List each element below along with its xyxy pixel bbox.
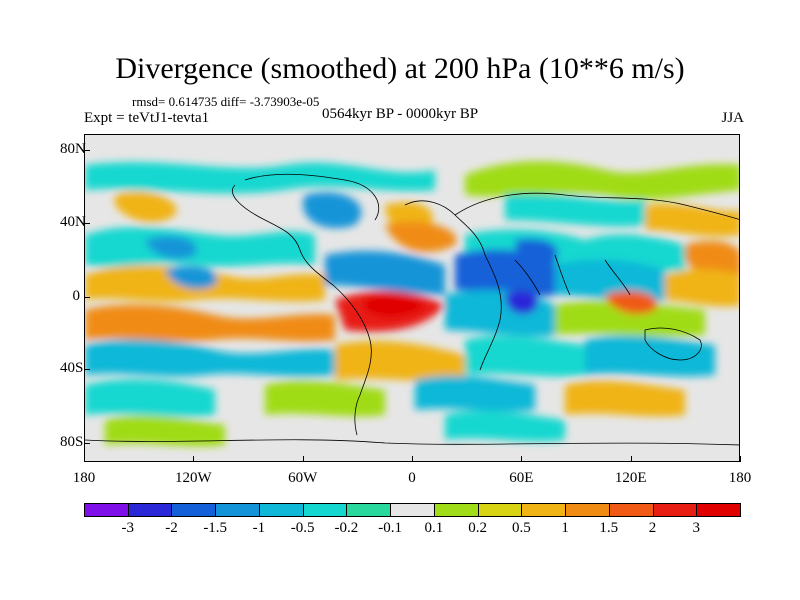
colorbar-box: [521, 503, 567, 517]
divergence-field: [85, 161, 739, 447]
colorbar: [84, 503, 742, 517]
colorbar-label: -0.5: [290, 520, 315, 536]
lon-label: 180: [728, 470, 752, 486]
colorbar-box: [127, 503, 173, 517]
lon-tick: [84, 456, 85, 462]
lat-tick: [84, 369, 90, 370]
colorbar-box: [215, 503, 260, 517]
colorbar-box: [302, 503, 348, 517]
colorbar-box: [433, 503, 479, 517]
season-label: JJA: [721, 110, 744, 126]
colorbar-box: [565, 503, 610, 517]
map-svg: [85, 135, 739, 461]
colorbar-label: -1: [252, 520, 266, 536]
lat-label: 40N: [60, 214, 86, 230]
lat-label: 80N: [60, 141, 86, 157]
lon-tick: [302, 456, 304, 462]
colorbar-box: [84, 503, 129, 517]
coastlines: [85, 173, 739, 446]
colorbar-box: [258, 503, 304, 517]
lon-tick: [412, 456, 413, 462]
lat-tick: [84, 297, 90, 298]
colorbar-label: -3: [121, 520, 134, 536]
lon-tick: [521, 456, 523, 462]
colorbar-label: 1.5: [599, 520, 619, 536]
colorbar-label: 0.1: [424, 520, 444, 536]
experiment-label: Expt = teVtJ1-tevta1: [84, 110, 210, 126]
lon-tick: [630, 456, 632, 462]
lon-label: 60E: [509, 470, 534, 486]
lon-label: 120W: [174, 470, 212, 486]
colorbar-label: -1.5: [203, 520, 228, 536]
lon-tick: [193, 456, 195, 462]
lat-tick: [84, 223, 90, 224]
lat-label: 0: [72, 288, 81, 304]
divergence-map: [84, 134, 740, 462]
colorbar-box: [390, 503, 435, 517]
colorbar-label: -0.1: [378, 520, 402, 536]
colorbar-box: [477, 503, 523, 517]
lat-label: 80S: [60, 434, 84, 450]
colorbar-label: 2: [648, 520, 657, 536]
colorbar-label: 0.5: [511, 520, 531, 536]
colorbar-label: 1: [561, 520, 569, 536]
colorbar-label: 0.2: [468, 520, 487, 536]
lat-tick: [84, 150, 90, 151]
period-label: 0564kyr BP - 0000kyr BP: [322, 106, 479, 122]
lon-label: 60W: [288, 470, 318, 486]
lon-label: 120E: [614, 470, 647, 486]
colorbar-box: [346, 503, 392, 517]
colorbar-box: [652, 503, 698, 517]
colorbar-box: [608, 503, 654, 517]
colorbar-label: -0.2: [334, 520, 359, 536]
colorbar-label: -2: [165, 520, 178, 536]
lat-tick: [84, 443, 90, 444]
map-title: Divergence (smoothed) at 200 hPa (10**6 …: [115, 52, 685, 85]
lat-label: 40S: [60, 360, 84, 376]
colorbar-box: [171, 503, 217, 517]
lon-tick: [740, 456, 741, 462]
colorbar-box: [696, 503, 742, 517]
colorbar-label: 3: [692, 520, 701, 536]
stats-text: rmsd= 0.614735 diff= -3.73903e-05: [132, 94, 320, 109]
lon-label: 0: [408, 470, 416, 486]
lon-label: 180: [72, 470, 96, 486]
